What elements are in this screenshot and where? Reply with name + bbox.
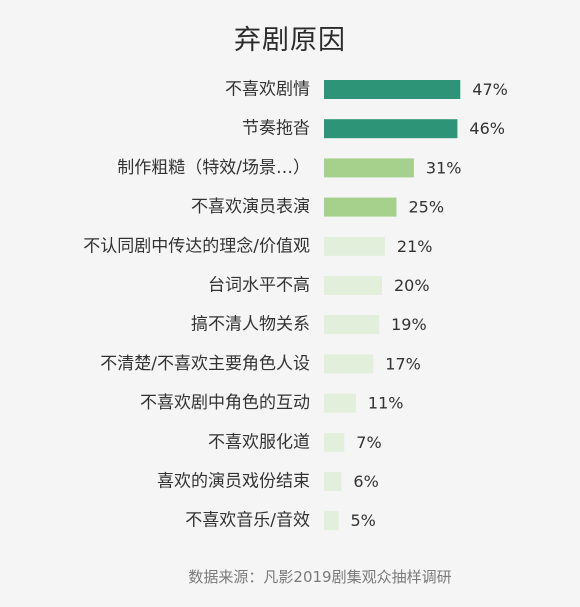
value-label: 47% [472, 80, 508, 99]
bar [324, 276, 382, 295]
category-label: 不认同剧中传达的理念/价值观 [83, 235, 310, 256]
category-label: 喜欢的演员戏份结束 [157, 472, 310, 492]
category-label: 制作粗糙（特效/场景…） [117, 158, 310, 178]
bar [324, 354, 374, 374]
category-label: 节奏拖沓 [242, 119, 310, 139]
value-label: 21% [397, 237, 433, 256]
source-note: 数据来源：凡影2019剧集观众抽样调研 [188, 568, 452, 586]
bar [324, 511, 339, 531]
category-label: 不清楚/不喜欢主要角色人设 [100, 354, 310, 374]
category-label: 搞不清人物关系 [191, 315, 310, 335]
value-label: 7% [356, 433, 381, 452]
category-label: 不喜欢剧中角色的互动 [140, 393, 310, 413]
bar [324, 80, 461, 99]
bar [324, 393, 356, 413]
category-label: 不喜欢音乐/音效 [185, 511, 310, 531]
bar [324, 158, 414, 178]
category-label: 不喜欢服化道 [208, 432, 310, 452]
bar [324, 432, 345, 452]
chart-title: 弃剧原因 [234, 25, 346, 56]
value-label: 20% [394, 276, 430, 295]
category-label: 不喜欢演员表演 [191, 197, 310, 217]
bar [324, 472, 342, 491]
value-label: 46% [469, 119, 505, 138]
bar [324, 197, 397, 217]
value-label: 25% [409, 198, 445, 217]
category-label: 台词水平不高 [208, 276, 310, 296]
category-label: 不喜欢剧情 [225, 80, 310, 100]
value-label: 6% [353, 472, 378, 491]
bar [324, 119, 458, 139]
bar [324, 236, 385, 256]
value-label: 19% [391, 315, 427, 334]
value-label: 17% [385, 354, 421, 373]
value-label: 5% [351, 511, 376, 530]
bar [324, 315, 380, 335]
value-label: 31% [426, 158, 462, 177]
value-label: 11% [368, 394, 404, 413]
